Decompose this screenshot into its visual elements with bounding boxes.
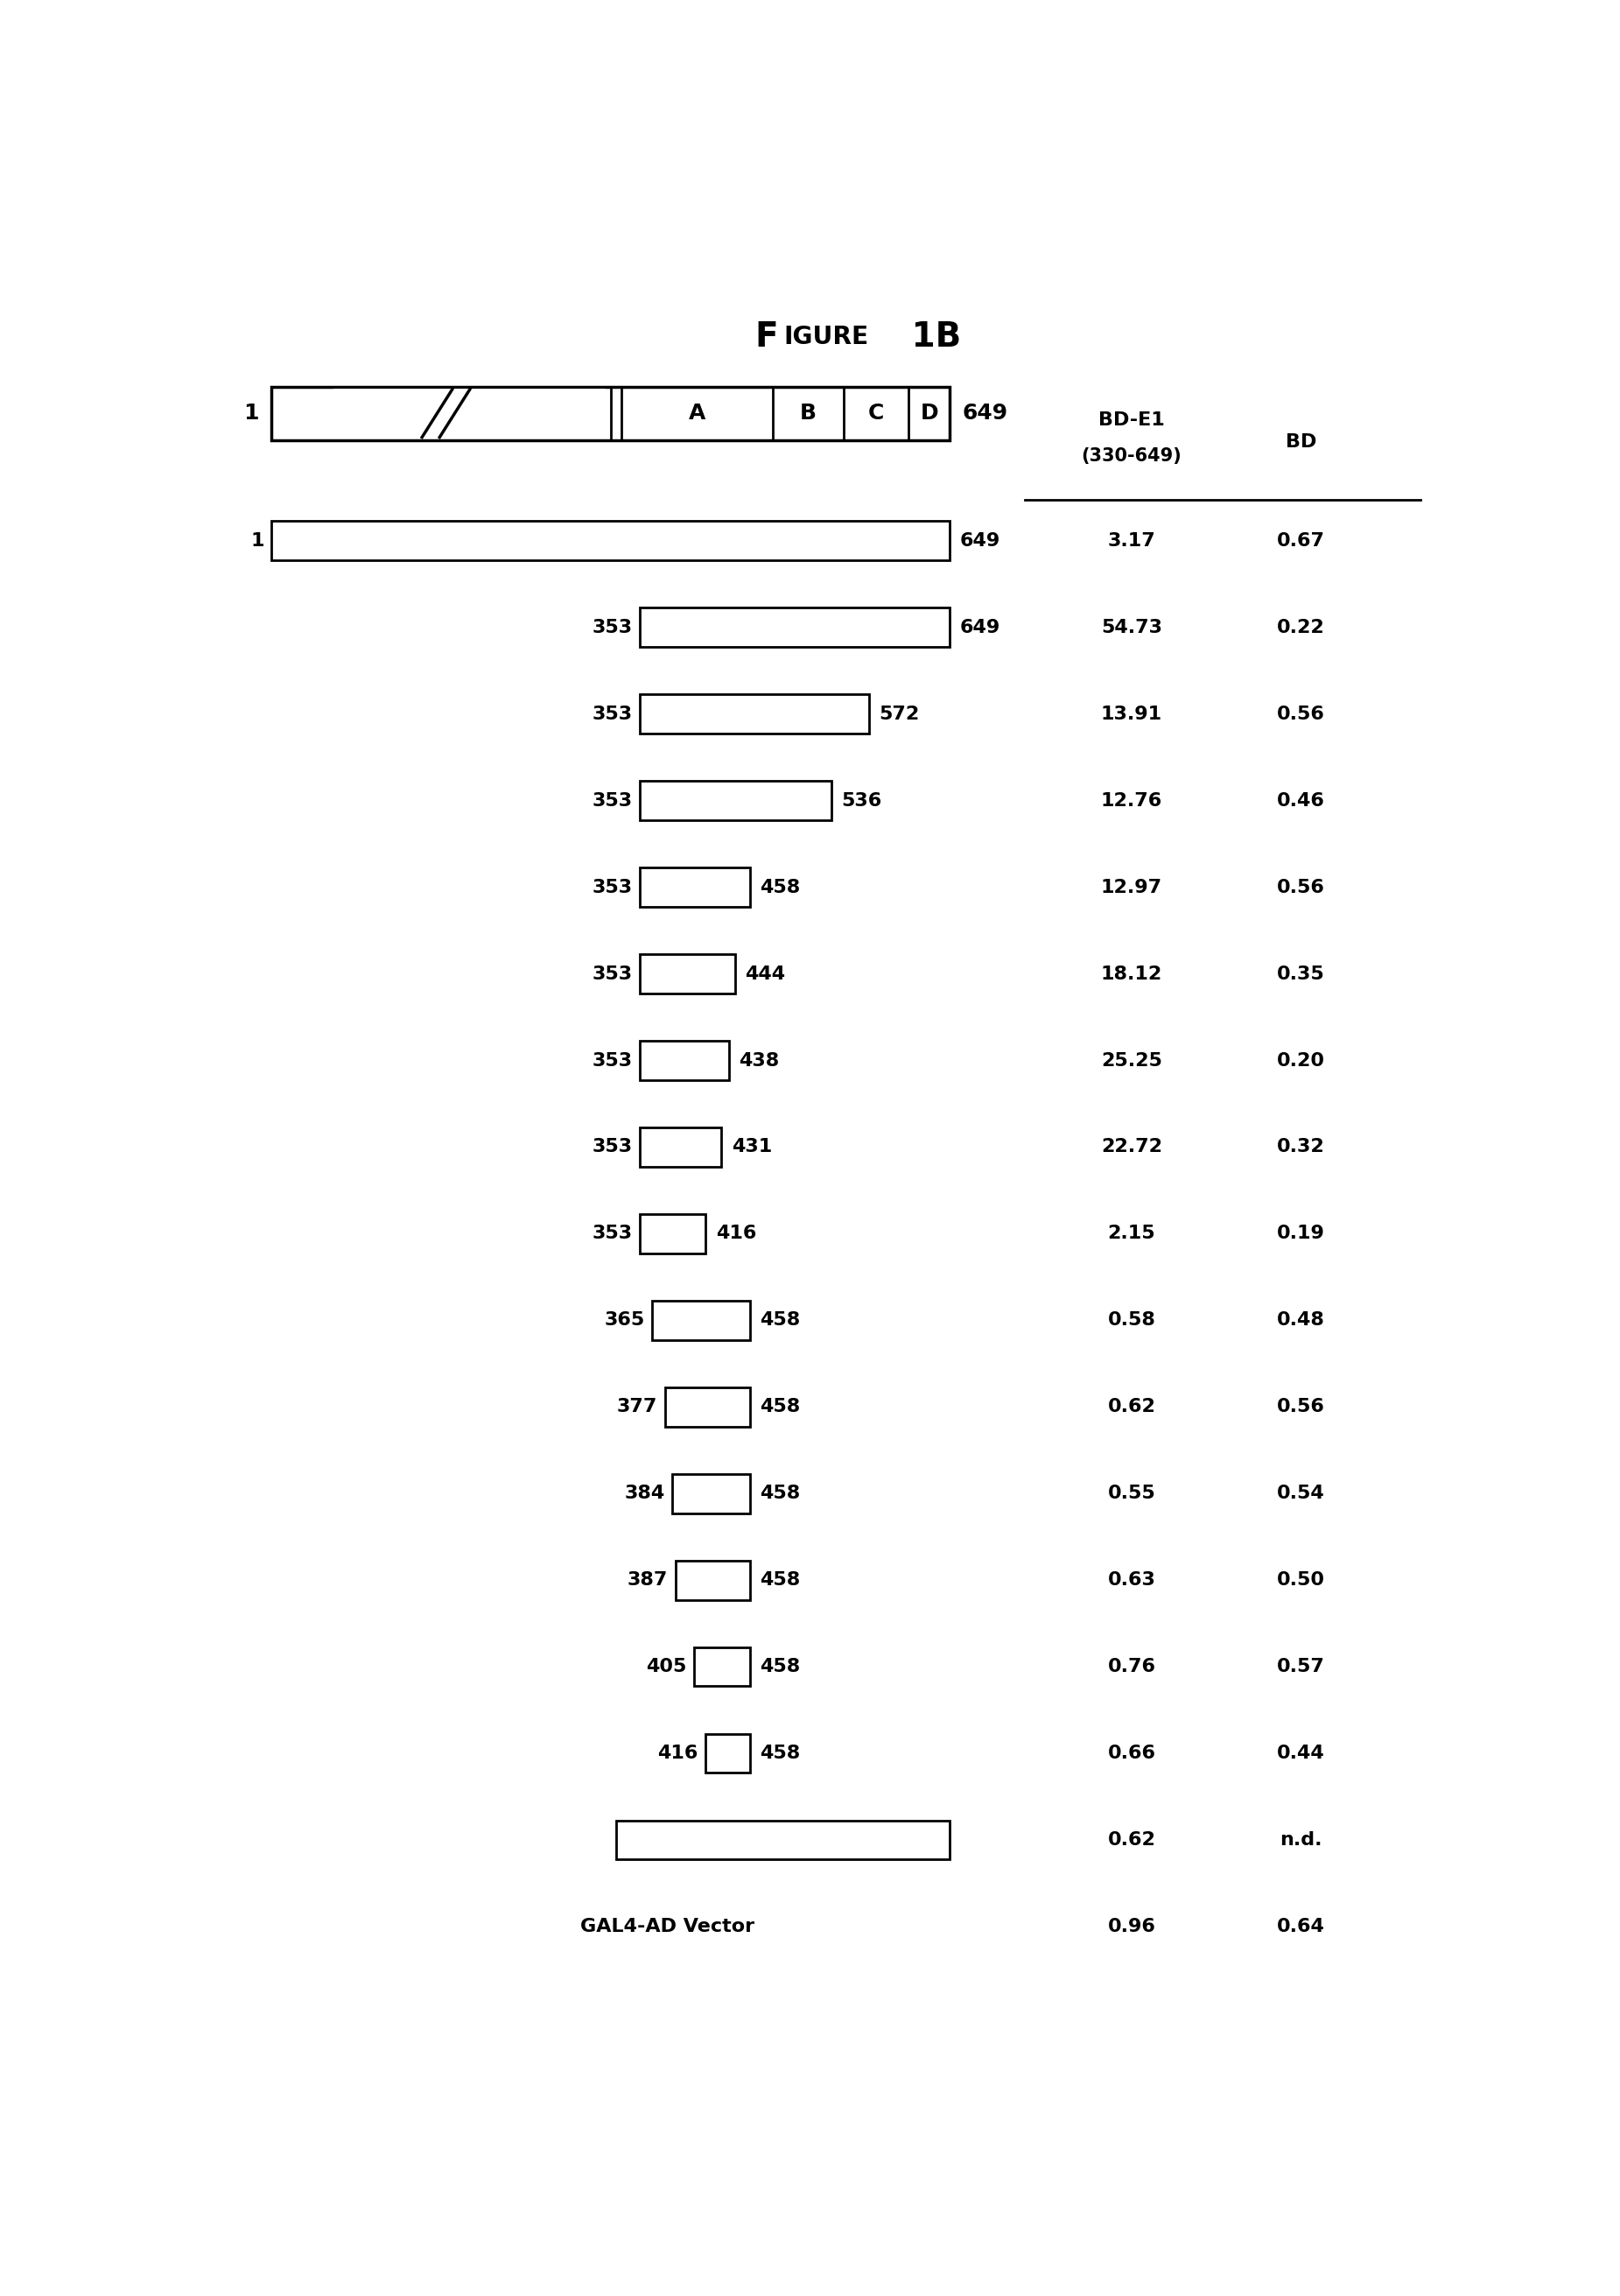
Text: 384: 384	[624, 1486, 664, 1502]
Text: 458: 458	[760, 1658, 800, 1676]
Text: 649: 649	[959, 533, 1000, 549]
Text: 12.97: 12.97	[1102, 879, 1162, 895]
Text: 0.56: 0.56	[1277, 1398, 1325, 1417]
Bar	[695, 1649, 750, 1685]
Bar	[640, 868, 750, 907]
Text: 438: 438	[739, 1052, 779, 1070]
Text: 649: 649	[959, 618, 1000, 636]
Bar	[672, 1474, 750, 1513]
Text: 0.76: 0.76	[1108, 1658, 1155, 1676]
Bar	[272, 521, 949, 560]
Bar	[616, 1821, 949, 1860]
Text: 0.56: 0.56	[1277, 705, 1325, 723]
Text: 353: 353	[591, 1052, 632, 1070]
Text: 377: 377	[617, 1398, 658, 1417]
Text: IGURE: IGURE	[784, 326, 868, 349]
Text: BD-E1: BD-E1	[1098, 411, 1165, 429]
Text: 0.50: 0.50	[1277, 1570, 1325, 1589]
Text: 458: 458	[760, 1311, 800, 1329]
Text: 22.72: 22.72	[1102, 1139, 1162, 1155]
Text: 353: 353	[591, 1139, 632, 1155]
Text: 0.62: 0.62	[1108, 1398, 1155, 1417]
Text: 0.66: 0.66	[1108, 1745, 1155, 1763]
Text: 458: 458	[760, 1570, 800, 1589]
Text: 12.76: 12.76	[1102, 792, 1162, 810]
Text: 0.20: 0.20	[1277, 1052, 1325, 1070]
Text: 353: 353	[591, 618, 632, 636]
Bar	[640, 693, 868, 732]
Text: D: D	[920, 402, 938, 425]
Text: 0.35: 0.35	[1277, 964, 1325, 983]
Bar	[676, 1561, 750, 1600]
Text: 0.46: 0.46	[1277, 792, 1325, 810]
Text: 431: 431	[732, 1139, 773, 1155]
Text: B: B	[800, 402, 816, 425]
Text: 353: 353	[591, 1226, 632, 1242]
Text: 25.25: 25.25	[1102, 1052, 1162, 1070]
Bar	[640, 1040, 729, 1079]
Text: 353: 353	[591, 879, 632, 895]
Text: 0.55: 0.55	[1108, 1486, 1155, 1502]
Text: F: F	[755, 321, 778, 354]
Text: 0.32: 0.32	[1277, 1139, 1325, 1155]
Text: 416: 416	[716, 1226, 757, 1242]
Text: 3.17: 3.17	[1108, 533, 1155, 549]
Text: 2.15: 2.15	[1108, 1226, 1155, 1242]
Text: 353: 353	[591, 792, 632, 810]
Text: 353: 353	[591, 964, 632, 983]
Text: 0.56: 0.56	[1277, 879, 1325, 895]
Text: 0.62: 0.62	[1108, 1832, 1155, 1848]
Text: 444: 444	[745, 964, 786, 983]
Text: 0.19: 0.19	[1277, 1226, 1325, 1242]
Text: 0.22: 0.22	[1277, 618, 1325, 636]
Text: 458: 458	[760, 1745, 800, 1763]
Bar	[334, 388, 606, 439]
Text: 54.73: 54.73	[1102, 618, 1162, 636]
Text: 1B: 1B	[899, 321, 961, 354]
Bar	[664, 1387, 750, 1426]
Text: 458: 458	[760, 1486, 800, 1502]
Text: 18.12: 18.12	[1102, 964, 1162, 983]
Text: C: C	[868, 402, 885, 425]
Text: 365: 365	[604, 1311, 645, 1329]
Text: 387: 387	[627, 1570, 667, 1589]
Text: 13.91: 13.91	[1102, 705, 1162, 723]
Text: GAL4-AD Vector: GAL4-AD Vector	[580, 1917, 755, 1936]
Text: 572: 572	[880, 705, 920, 723]
Text: 0.64: 0.64	[1277, 1917, 1325, 1936]
Text: 0.57: 0.57	[1277, 1658, 1325, 1676]
Bar	[272, 388, 949, 441]
Text: (330-649): (330-649)	[1082, 448, 1181, 464]
Bar	[640, 955, 735, 994]
Text: n.d.: n.d.	[1280, 1832, 1322, 1848]
Text: 1: 1	[251, 533, 264, 549]
Bar	[640, 608, 949, 647]
Bar	[640, 1127, 721, 1166]
Text: 536: 536	[841, 792, 881, 810]
Bar	[640, 781, 831, 820]
Text: 0.54: 0.54	[1277, 1486, 1325, 1502]
Text: 0.48: 0.48	[1277, 1311, 1325, 1329]
Text: BD: BD	[1286, 434, 1317, 450]
Text: 458: 458	[760, 1398, 800, 1417]
Text: 0.44: 0.44	[1277, 1745, 1325, 1763]
Text: 0.63: 0.63	[1108, 1570, 1155, 1589]
Text: 353: 353	[591, 705, 632, 723]
Text: 0.58: 0.58	[1108, 1311, 1155, 1329]
Bar	[640, 1215, 706, 1254]
Text: 405: 405	[646, 1658, 687, 1676]
Bar	[706, 1733, 750, 1773]
Text: 1: 1	[243, 402, 259, 425]
Text: 458: 458	[760, 879, 800, 895]
Text: 0.96: 0.96	[1108, 1917, 1155, 1936]
Text: 649: 649	[962, 402, 1008, 425]
Text: 416: 416	[658, 1745, 698, 1763]
Text: 0.67: 0.67	[1277, 533, 1325, 549]
Text: A: A	[688, 402, 705, 425]
Bar	[653, 1302, 750, 1341]
